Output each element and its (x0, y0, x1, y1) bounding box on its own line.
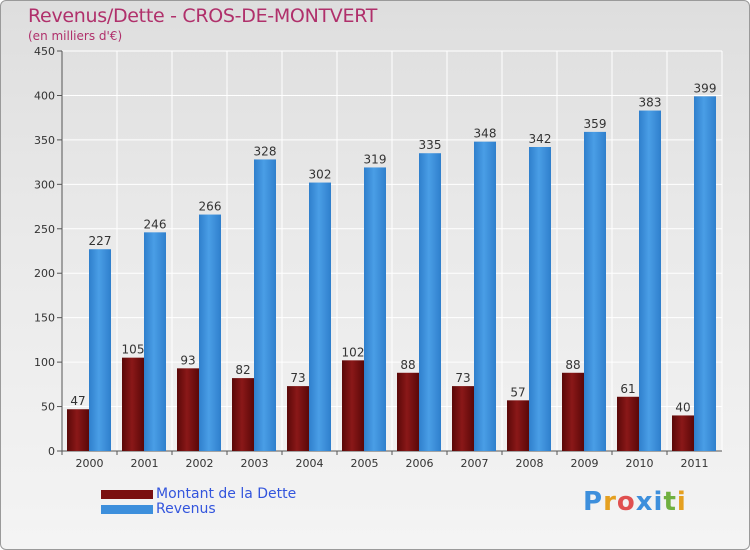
logo-letter: t (663, 487, 677, 517)
bar-dette (397, 372, 419, 451)
data-label-dette: 105 (122, 343, 145, 357)
bar-dette (672, 415, 694, 451)
data-label-revenus: 266 (199, 200, 222, 214)
y-tick-label: 300 (34, 178, 55, 191)
data-label-revenus: 246 (144, 217, 167, 231)
y-tick-label: 250 (34, 223, 55, 236)
y-tick-label: 50 (41, 401, 55, 414)
bar-revenus (309, 182, 331, 452)
bar-dette (507, 400, 529, 451)
x-tick-label: 2001 (131, 457, 159, 470)
logo-letter: r (603, 487, 617, 517)
bar-dette (617, 396, 639, 451)
data-label-dette: 93 (180, 353, 195, 367)
data-label-dette: 61 (620, 382, 635, 396)
y-tick-label: 100 (34, 356, 55, 369)
bar-revenus (419, 153, 441, 451)
x-tick-label: 2009 (571, 457, 599, 470)
data-label-revenus: 328 (254, 144, 277, 158)
data-label-revenus: 383 (639, 96, 662, 110)
bar-revenus (474, 141, 496, 451)
bar-revenus (199, 214, 221, 451)
x-tick-label: 2006 (406, 457, 434, 470)
bar-dette (342, 360, 364, 451)
y-tick-label: 450 (34, 45, 55, 58)
logo-letter: o (616, 487, 636, 517)
x-tick-label: 2004 (296, 457, 324, 470)
data-label-dette: 82 (235, 363, 250, 377)
bar-dette (122, 357, 144, 451)
x-tick-label: 2002 (186, 457, 214, 470)
logo-letter: i (676, 487, 687, 517)
data-label-revenus: 348 (474, 127, 497, 141)
y-tick-label: 200 (34, 267, 55, 280)
logo-letter: P (583, 487, 604, 517)
chart-subtitle: (en milliers d'€) (28, 29, 123, 43)
logo-letter: i (653, 487, 664, 517)
data-label-dette: 73 (455, 371, 470, 385)
chart-title: Revenus/Dette - CROS-DE-MONTVERT (28, 5, 378, 27)
data-label-revenus: 359 (584, 117, 607, 131)
x-tick-label: 2005 (351, 457, 379, 470)
y-tick-label: 150 (34, 312, 55, 325)
data-label-dette: 47 (70, 394, 85, 408)
x-tick-label: 2000 (76, 457, 104, 470)
data-label-revenus: 319 (364, 152, 387, 166)
data-label-dette: 102 (342, 345, 365, 359)
proxiti-logo: Proxiti (583, 487, 687, 517)
bar-dette (67, 409, 89, 451)
bar-dette (287, 386, 309, 451)
data-label-dette: 88 (400, 358, 415, 372)
data-label-revenus: 342 (529, 132, 552, 146)
data-label-dette: 57 (510, 385, 525, 399)
bar-revenus (694, 96, 716, 451)
x-tick-label: 2010 (626, 457, 654, 470)
legend-swatch-revenus (101, 505, 153, 514)
x-tick-label: 2008 (516, 457, 544, 470)
legend-label-dette: Montant de la Dette (156, 486, 297, 502)
y-tick-label: 400 (34, 89, 55, 102)
bar-revenus (144, 232, 166, 451)
data-label-revenus: 335 (419, 138, 442, 152)
data-label-revenus: 227 (89, 234, 112, 248)
data-label-dette: 73 (290, 371, 305, 385)
data-label-revenus: 302 (309, 168, 332, 182)
bar-revenus (529, 147, 551, 451)
bar-dette (452, 386, 474, 451)
bar-revenus (639, 110, 661, 452)
bar-revenus (254, 159, 276, 451)
data-label-dette: 40 (675, 400, 690, 414)
y-tick-label: 0 (48, 445, 55, 458)
bar-dette (232, 378, 254, 451)
logo-letter: x (635, 487, 654, 517)
y-tick-label: 350 (34, 134, 55, 147)
bar-revenus (584, 131, 606, 451)
bar-dette (562, 372, 584, 451)
data-label-revenus: 399 (694, 81, 717, 95)
x-tick-label: 2003 (241, 457, 269, 470)
x-tick-label: 2011 (681, 457, 709, 470)
bar-revenus (364, 167, 386, 451)
x-tick-label: 2007 (461, 457, 489, 470)
bar-revenus (89, 249, 111, 451)
data-label-dette: 88 (565, 358, 580, 372)
legend-label-revenus: Revenus (156, 501, 216, 517)
legend-swatch-dette (101, 490, 153, 499)
bar-dette (177, 368, 199, 451)
